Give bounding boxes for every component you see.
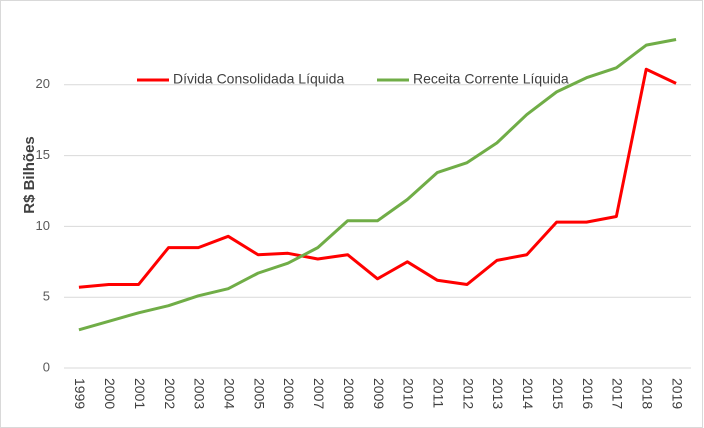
y-tick-label: 10 (36, 218, 50, 233)
x-tick-label: 2016 (580, 378, 596, 409)
y-tick-label: 5 (43, 289, 50, 304)
y-axis-label: R$ Bilhões (21, 136, 38, 214)
x-tick-label: 2008 (341, 378, 357, 409)
x-tick-label: 2017 (610, 378, 626, 409)
x-tick-label: 2014 (520, 378, 536, 409)
x-tick-label: 2011 (431, 378, 447, 408)
x-tick-label: 2005 (251, 378, 267, 409)
y-tick-label: 15 (36, 147, 50, 162)
legend-label: Dívida Consolidada Líquida (173, 71, 344, 87)
x-tick-label: 1999 (72, 378, 88, 409)
x-tick-label: 2002 (162, 378, 178, 409)
x-tick-label: 2003 (192, 378, 208, 409)
series-line (78, 67, 677, 289)
y-tick-label: 0 (43, 359, 50, 374)
x-tick-label: 2006 (281, 378, 297, 409)
x-tick-label: 2009 (371, 378, 387, 409)
x-tick-label: 2019 (669, 378, 685, 409)
x-tick-label: 2010 (401, 378, 417, 409)
x-tick-label: 2000 (102, 378, 118, 409)
x-tick-label: 2001 (132, 378, 148, 409)
x-tick-label: 2007 (311, 378, 327, 409)
x-tick-label: 2015 (550, 378, 566, 409)
x-tick-label: 2012 (460, 378, 476, 409)
series-line (78, 38, 677, 332)
y-tick-label: 20 (36, 76, 50, 91)
x-tick-label: 2018 (640, 378, 656, 409)
x-tick-label: 2004 (222, 378, 238, 409)
x-tick-label: 2013 (490, 378, 506, 409)
legend-label: Receita Corrente Líquida (413, 71, 569, 87)
